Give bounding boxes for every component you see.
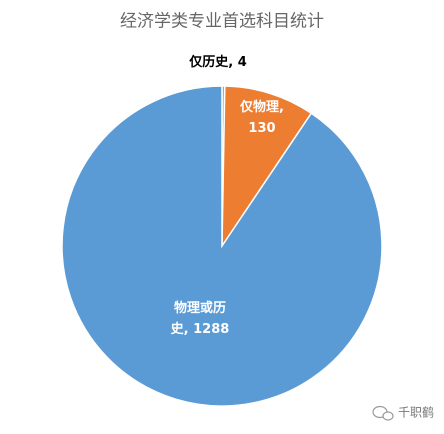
data-label: 仅物理, 130	[239, 99, 284, 136]
data-label-line: 130	[248, 121, 275, 136]
data-label-line: 仅历史, 4	[188, 54, 247, 70]
data-label-line: 史, 1288	[171, 321, 230, 337]
pie-slice	[221, 85, 313, 249]
watermark: 千职鹤	[398, 405, 434, 420]
data-label-line: 仅物理,	[239, 99, 284, 115]
watermark-icon	[372, 405, 394, 421]
data-label: 物理或历史, 1288	[171, 300, 230, 337]
pie-slice	[61, 85, 383, 407]
chart-title: 经济学类专业首选科目统计	[120, 12, 324, 32]
data-label: 仅历史, 4	[188, 54, 247, 70]
data-label-line: 物理或历	[174, 300, 226, 316]
